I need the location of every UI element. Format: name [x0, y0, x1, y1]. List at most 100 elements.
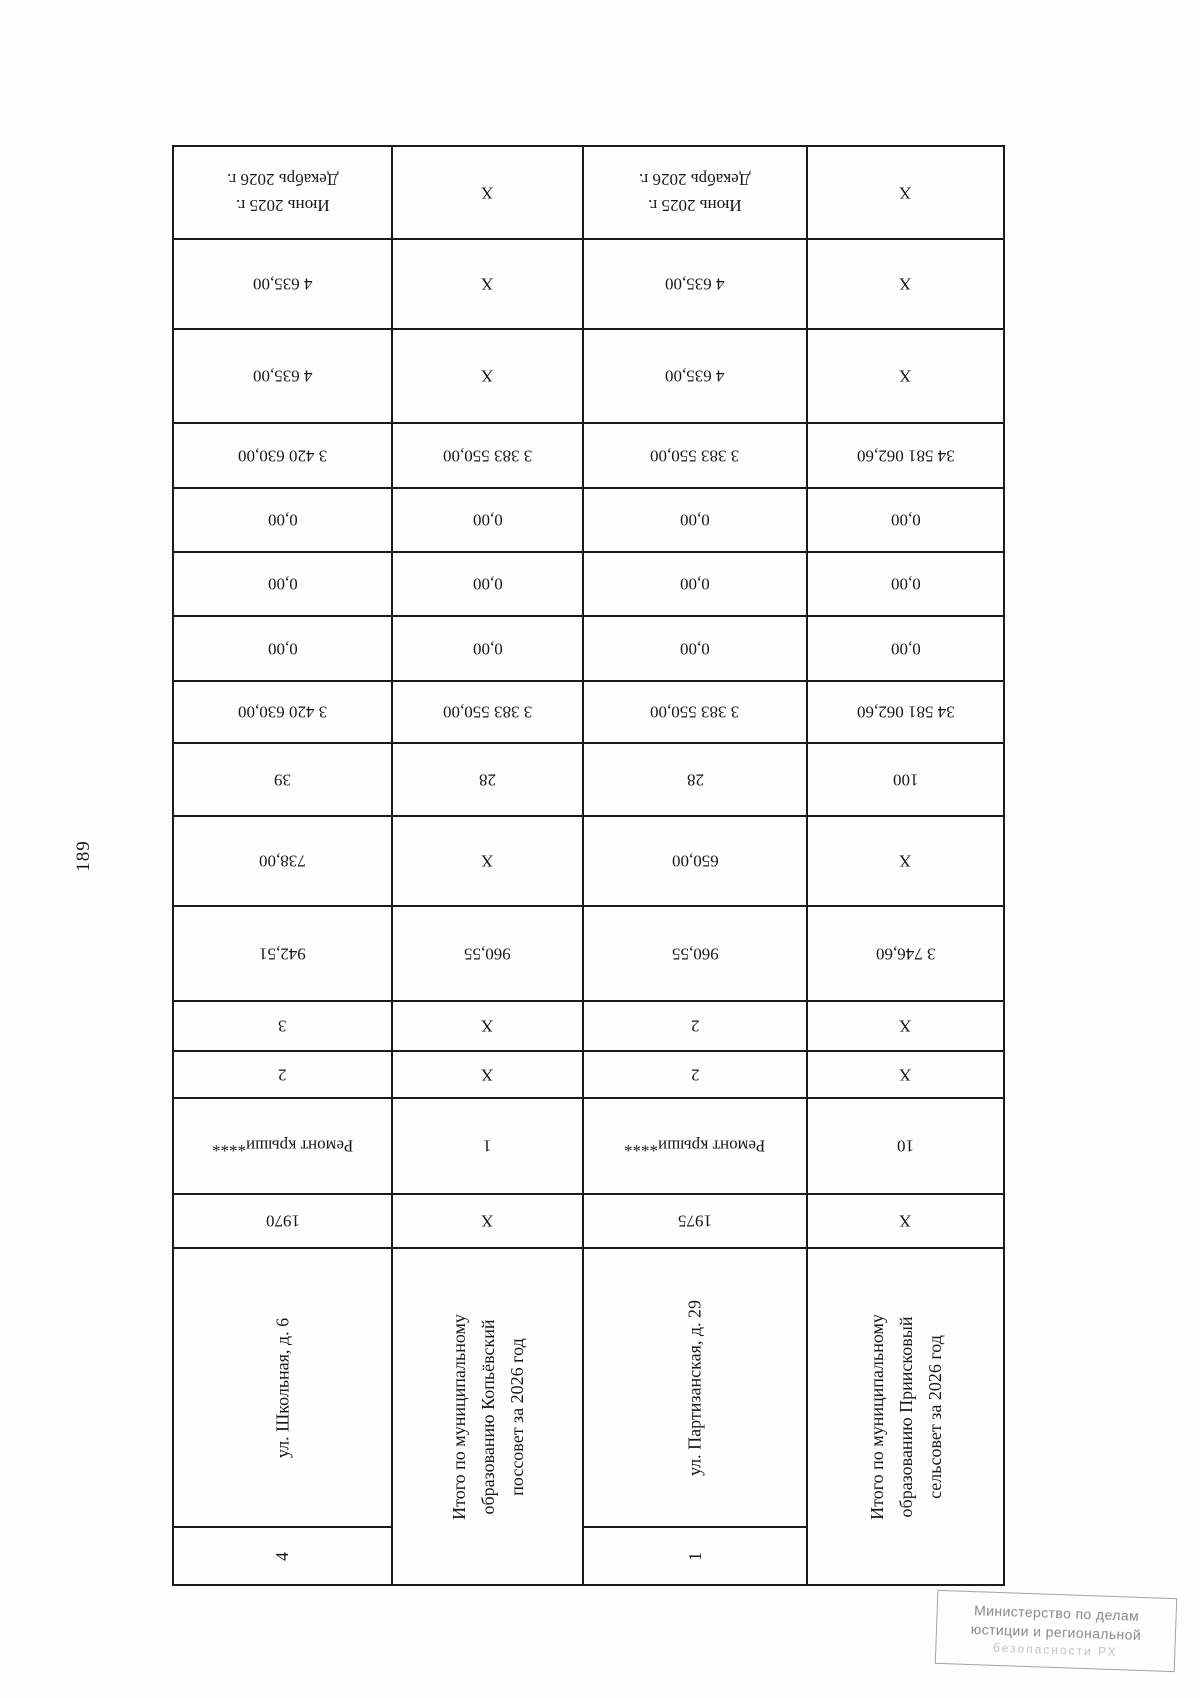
table-cell: 2: [584, 1002, 808, 1052]
cell-text: 0,00: [890, 639, 921, 659]
table-cell: 28: [584, 744, 808, 817]
cell-text: 34 581 062,60: [856, 446, 955, 466]
cell-text: 34 581 062,60: [856, 702, 955, 722]
table-cell: Х: [808, 240, 1003, 330]
table-cell: Х: [393, 147, 584, 240]
table-cell: Х: [393, 1195, 584, 1249]
table-cell: 738,00: [174, 817, 393, 907]
cell-text: 0,00: [267, 639, 298, 659]
table-cell: 2: [584, 1052, 808, 1099]
cell-text: Июнь 2025 г. Декабрь 2026 г.: [639, 170, 751, 216]
table-cell: Х: [393, 1002, 584, 1052]
table-cell: 34 581 062,60: [808, 424, 1003, 489]
row-number-cell: 1: [584, 1528, 808, 1584]
total-cell: Итого по муниципальному образованию Копь…: [393, 1249, 584, 1584]
table-cell: 3 420 630,00: [174, 682, 393, 744]
table-cell: Х: [393, 240, 584, 330]
table-cell: 3: [174, 1002, 393, 1052]
table-cell: 2: [174, 1052, 393, 1099]
table-cell: 0,00: [174, 553, 393, 617]
table-cell: 0,00: [584, 553, 808, 617]
table-cell: 3 383 550,00: [393, 682, 584, 744]
cell-text: Х: [899, 1211, 912, 1231]
page-number: 189: [73, 840, 94, 872]
cell-text: Х: [481, 1211, 494, 1231]
cell-text: Х: [481, 1065, 494, 1085]
table-cell: 39: [174, 744, 393, 817]
cell-text: 738,00: [259, 851, 306, 871]
table-cell: 10: [808, 1099, 1003, 1195]
cell-text: Х: [899, 1065, 912, 1085]
table-cell: 4 635,00: [584, 330, 808, 424]
table-cell: 4 635,00: [174, 330, 393, 424]
table-cell: 0,00: [584, 489, 808, 553]
table-cell: 0,00: [808, 553, 1003, 617]
cell-text: 4 635,00: [665, 274, 725, 294]
total-text: Итого по муниципальному образованию Прии…: [866, 1313, 944, 1520]
table-cell: Х: [393, 817, 584, 907]
cell-text: Х: [481, 851, 494, 871]
table-cell: Х: [393, 1052, 584, 1099]
table-cell: Х: [393, 330, 584, 424]
table-cell: 650,00: [584, 817, 808, 907]
table-cell: 100: [808, 744, 1003, 817]
table-cell: 1970: [174, 1195, 393, 1249]
cell-text: Х: [899, 1016, 912, 1036]
table-cell: 3 383 550,00: [584, 682, 808, 744]
table-cell: 960,55: [584, 907, 808, 1002]
cell-text: 0,00: [267, 574, 298, 594]
cell-text: 960,55: [671, 944, 719, 964]
table-cell: 1975: [584, 1195, 808, 1249]
cell-text: Х: [899, 851, 912, 871]
table-cell: Ремонт крыши****: [174, 1099, 393, 1195]
cell-text: 3 420 630,00: [237, 446, 328, 466]
address-cell: ул. Школьная, д. 6: [174, 1249, 393, 1528]
cell-text: 28: [686, 770, 704, 790]
cell-text: Х: [481, 274, 494, 294]
table-cell: 3 420 630,00: [174, 424, 393, 489]
cell-text: Ремонт крыши****: [211, 1136, 354, 1156]
table-cell: 942,51: [174, 907, 393, 1002]
table-cell: 1: [393, 1099, 584, 1195]
cell-text: Ремонт крыши****: [624, 1136, 766, 1156]
cell-text: 0,00: [680, 510, 710, 530]
cell-text: Х: [481, 183, 494, 203]
table-cell: 4 635,00: [584, 240, 808, 330]
cell-text: 0,00: [472, 574, 503, 594]
row-number-text: 4: [272, 1551, 292, 1561]
row-number-text: 1: [684, 1551, 705, 1561]
cell-text: 2: [690, 1065, 700, 1085]
cell-text: 0,00: [267, 510, 298, 530]
cell-text: 0,00: [890, 574, 921, 594]
cell-text: 0,00: [890, 510, 921, 530]
cell-text: 0,00: [472, 639, 503, 659]
cell-text: Х: [481, 1016, 494, 1036]
table-cell: Ремонт крыши****: [584, 1099, 808, 1195]
table-cell: 960,55: [393, 907, 584, 1002]
cell-text: Июнь 2025 г. Декабрь 2026 г.: [226, 170, 339, 216]
cell-text: 4 635,00: [252, 274, 313, 294]
cell-text: 2: [278, 1065, 287, 1085]
cell-text: 3 420 630,00: [237, 702, 328, 722]
ministry-stamp: Министерство по делам юстиции и регионал…: [934, 1589, 1178, 1673]
cell-text: Х: [899, 366, 912, 386]
cell-text: 28: [479, 770, 496, 790]
table-cell: 0,00: [174, 489, 393, 553]
cell-text: 3 383 550,00: [650, 446, 740, 466]
data-table: Июнь 2025 г. Декабрь 2026 г. Х Июнь 2025…: [172, 145, 1005, 1586]
cell-text: 4 635,00: [665, 366, 725, 386]
table-cell: 3 746,60: [808, 907, 1003, 1002]
address-text: ул. Школьная, д. 6: [272, 1317, 293, 1458]
table-cell: Х: [808, 817, 1003, 907]
address-text: ул. Партизанская, д. 29: [684, 1299, 705, 1476]
table-cell: 0,00: [584, 617, 808, 682]
cell-text: 39: [274, 770, 291, 790]
table-cell: 0,00: [808, 617, 1003, 682]
table-cell: Х: [808, 330, 1003, 424]
table-cell: Х: [808, 1052, 1003, 1099]
cell-text: Х: [481, 366, 494, 386]
table-cell: 0,00: [808, 489, 1003, 553]
cell-text: Х: [899, 274, 912, 294]
total-text: Итого по муниципальному образованию Копь…: [448, 1313, 526, 1520]
